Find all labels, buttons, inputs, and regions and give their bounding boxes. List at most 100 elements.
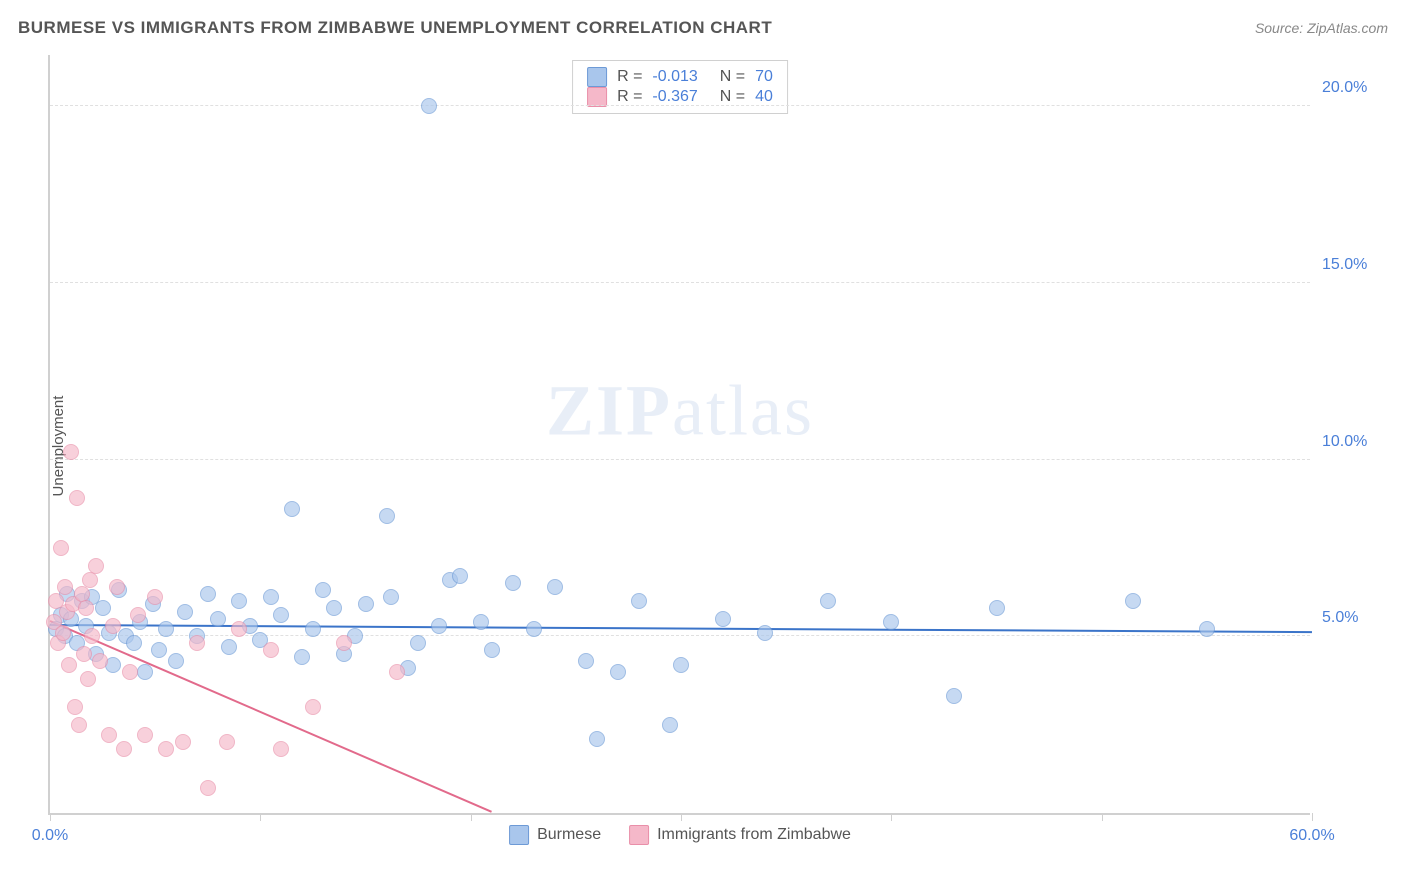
data-point — [105, 618, 121, 634]
x-tick — [1102, 813, 1103, 821]
stat-r-value: -0.013 — [652, 68, 697, 86]
data-point — [231, 621, 247, 637]
data-point — [336, 635, 352, 651]
x-tick-label: 60.0% — [1289, 827, 1334, 845]
data-point — [137, 664, 153, 680]
data-point — [126, 635, 142, 651]
legend-item: Burmese — [509, 825, 601, 845]
legend-swatch — [587, 67, 607, 87]
data-point — [175, 734, 191, 750]
data-point — [1125, 593, 1141, 609]
y-tick-label: 15.0% — [1322, 256, 1392, 274]
watermark-text: ZIPatlas — [546, 370, 814, 453]
data-point — [305, 699, 321, 715]
data-point — [383, 589, 399, 605]
legend-item: Immigrants from Zimbabwe — [629, 825, 851, 845]
data-point — [61, 657, 77, 673]
data-point — [88, 558, 104, 574]
data-point — [76, 646, 92, 662]
chart-header: BURMESE VS IMMIGRANTS FROM ZIMBABWE UNEM… — [18, 18, 1388, 38]
data-point — [200, 780, 216, 796]
data-point — [1199, 621, 1215, 637]
data-point — [219, 734, 235, 750]
source-attribution: Source: ZipAtlas.com — [1255, 20, 1388, 36]
data-point — [946, 688, 962, 704]
stat-r-label: R = — [617, 68, 642, 86]
data-point — [526, 621, 542, 637]
legend-swatch — [587, 87, 607, 107]
data-point — [84, 628, 100, 644]
data-point — [210, 611, 226, 627]
data-point — [484, 642, 500, 658]
data-point — [358, 596, 374, 612]
data-point — [284, 501, 300, 517]
data-point — [410, 635, 426, 651]
data-point — [168, 653, 184, 669]
data-point — [273, 741, 289, 757]
x-tick — [891, 813, 892, 821]
scatter-plot-area: ZIPatlas R = -0.013N = 70R = -0.367N = 4… — [48, 55, 1310, 815]
legend-swatch — [509, 825, 529, 845]
data-point — [315, 582, 331, 598]
data-point — [379, 508, 395, 524]
data-point — [63, 444, 79, 460]
data-point — [263, 589, 279, 605]
data-point — [715, 611, 731, 627]
y-tick-label: 5.0% — [1322, 609, 1392, 627]
data-point — [158, 741, 174, 757]
data-point — [473, 614, 489, 630]
data-point — [820, 593, 836, 609]
stat-n-label: N = — [720, 68, 745, 86]
data-point — [757, 625, 773, 641]
data-point — [151, 642, 167, 658]
legend-swatch — [629, 825, 649, 845]
series-legend: Burmese Immigrants from Zimbabwe — [509, 825, 851, 845]
data-point — [673, 657, 689, 673]
data-point — [82, 572, 98, 588]
stat-r-value: -0.367 — [652, 88, 697, 106]
stat-legend-row: R = -0.013N = 70 — [587, 67, 773, 87]
data-point — [989, 600, 1005, 616]
legend-label: Immigrants from Zimbabwe — [657, 826, 851, 844]
data-point — [200, 586, 216, 602]
data-point — [578, 653, 594, 669]
data-point — [452, 568, 468, 584]
data-point — [221, 639, 237, 655]
data-point — [883, 614, 899, 630]
data-point — [92, 653, 108, 669]
y-tick-label: 10.0% — [1322, 433, 1392, 451]
data-point — [137, 727, 153, 743]
data-point — [53, 540, 69, 556]
x-tick — [50, 813, 51, 821]
data-point — [109, 579, 125, 595]
data-point — [122, 664, 138, 680]
x-tick — [681, 813, 682, 821]
data-point — [305, 621, 321, 637]
data-point — [95, 600, 111, 616]
data-point — [662, 717, 678, 733]
data-point — [189, 635, 205, 651]
y-tick-label: 20.0% — [1322, 79, 1392, 97]
x-tick — [1312, 813, 1313, 821]
x-tick — [260, 813, 261, 821]
data-point — [589, 731, 605, 747]
stat-r-label: R = — [617, 88, 642, 106]
data-point — [231, 593, 247, 609]
data-point — [326, 600, 342, 616]
stat-legend-row: R = -0.367 N = 40 — [587, 87, 773, 107]
data-point — [71, 717, 87, 733]
x-tick-label: 0.0% — [32, 827, 68, 845]
data-point — [263, 642, 279, 658]
data-point — [67, 699, 83, 715]
stat-n-label: N = — [720, 88, 745, 106]
data-point — [631, 593, 647, 609]
gridline — [50, 105, 1310, 106]
stat-n-value: 40 — [755, 88, 773, 106]
gridline — [50, 459, 1310, 460]
data-point — [273, 607, 289, 623]
data-point — [57, 579, 73, 595]
chart-title: BURMESE VS IMMIGRANTS FROM ZIMBABWE UNEM… — [18, 18, 772, 38]
data-point — [294, 649, 310, 665]
data-point — [389, 664, 405, 680]
data-point — [101, 727, 117, 743]
